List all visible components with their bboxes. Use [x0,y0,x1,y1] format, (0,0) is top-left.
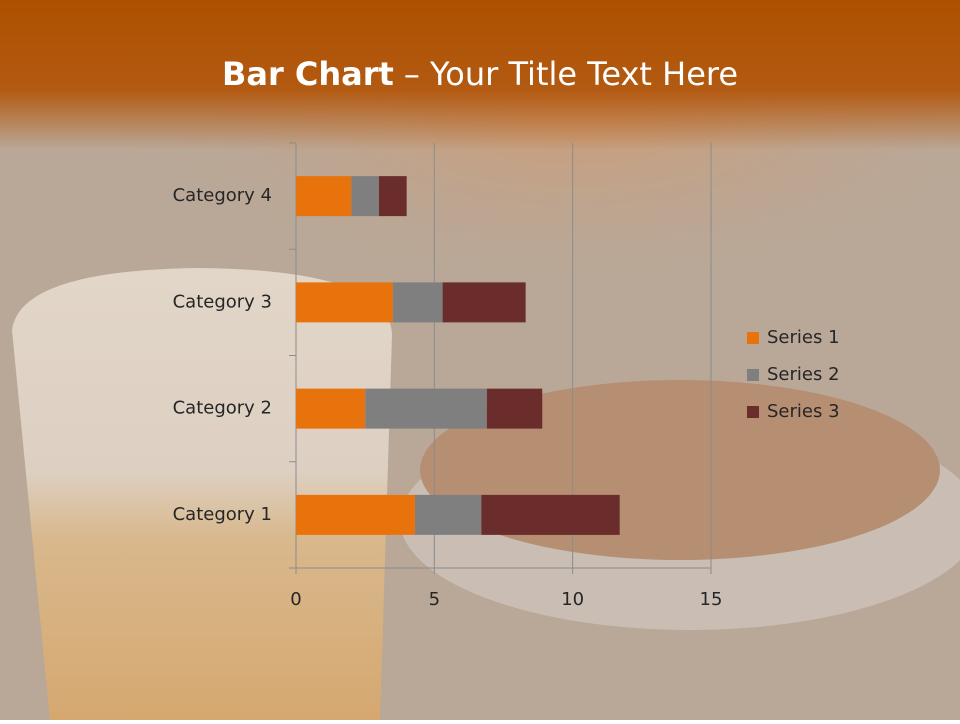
y-tick-label: Category 2 [173,398,272,419]
bar-segment [351,176,379,217]
bar-segment [296,388,366,429]
bar-segment [442,282,526,323]
legend-swatch [747,332,759,344]
legend-label: Series 2 [767,364,840,385]
bar-segment [392,282,443,323]
legend-swatch [747,369,759,381]
legend-swatch [747,406,759,418]
y-tick-label: Category 1 [173,504,272,525]
header-band [0,0,960,150]
bar-segment [486,388,543,429]
x-tick-label: 0 [290,589,301,610]
legend-label: Series 1 [767,327,840,348]
bar-segment [379,176,407,217]
bar-segment [296,282,393,323]
title-rest: – Your Title Text Here [404,55,738,93]
y-tick-label: Category 3 [173,291,272,312]
x-tick-label: 5 [429,589,440,610]
x-tick-label: 10 [561,589,584,610]
bar-segment [365,388,487,429]
bar-segment [414,494,482,535]
bar-segment [296,494,415,535]
y-tick-label: Category 4 [173,185,272,206]
legend-label: Series 3 [767,401,840,422]
title-bold: Bar Chart [222,55,394,93]
bar-segment [296,176,352,217]
beer-glass [12,268,392,720]
slide-title: Bar Chart – Your Title Text Here [222,55,738,93]
chart: 0 5 10 15 Category 1 Category 2 Category 3 Cate… [173,142,840,610]
x-tick-label: 15 [700,589,723,610]
bar-segment [481,494,620,535]
